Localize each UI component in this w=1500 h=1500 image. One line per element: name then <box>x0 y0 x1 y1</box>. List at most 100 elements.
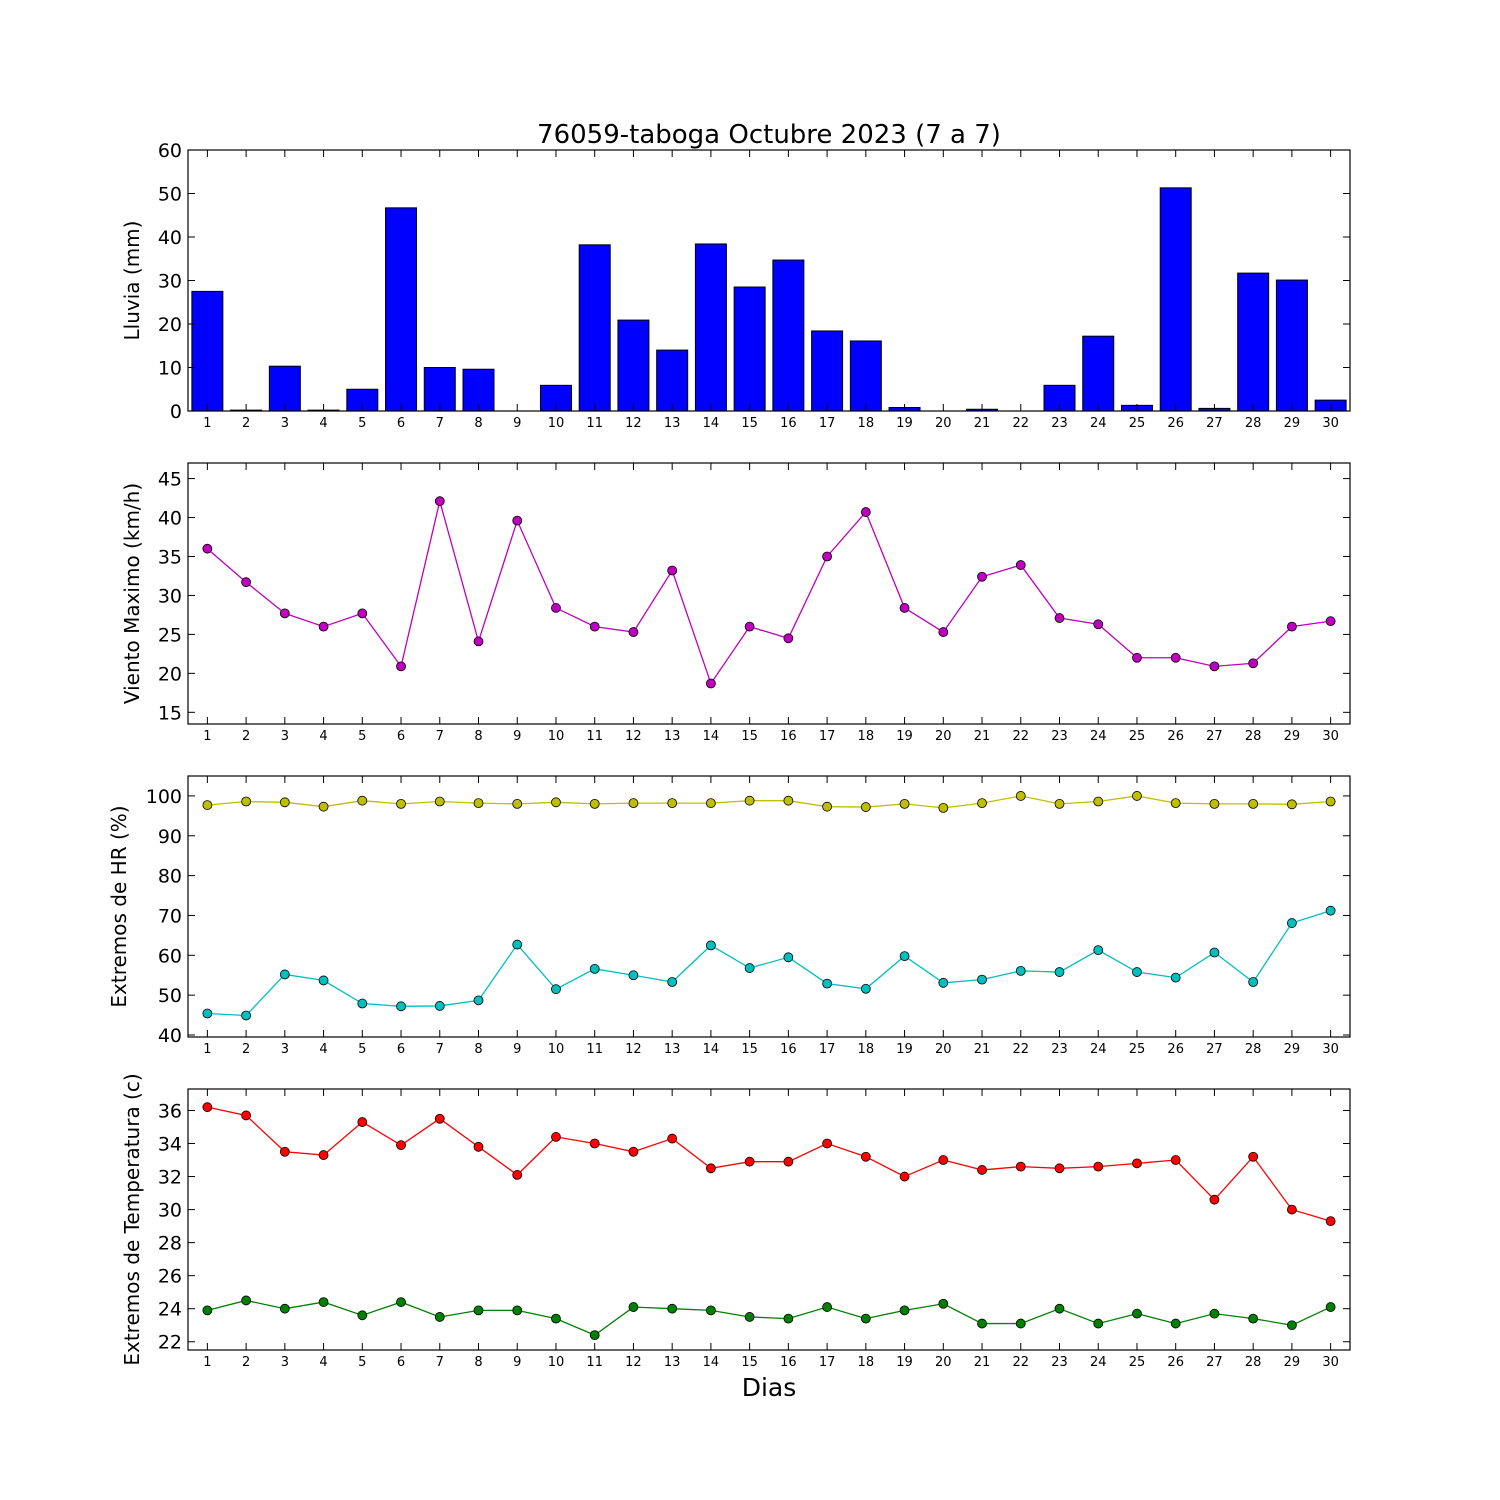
humidity-xtick-label: 11 <box>586 1042 603 1057</box>
humidity-series-0-point-day-4 <box>318 801 329 812</box>
humidity-series-1-point-day-2 <box>241 1010 252 1021</box>
wind-series-0-point-day-27 <box>1209 661 1220 672</box>
humidity-ytick-label: 100 <box>146 786 182 808</box>
rain-xtick-label: 29 <box>1284 416 1301 431</box>
rain-bar-day-13 <box>656 349 689 412</box>
temperature-series-1-point-day-30 <box>1325 1302 1336 1312</box>
humidity-series-0-point-day-24 <box>1093 796 1104 807</box>
wind-series-0-point-day-5 <box>357 608 368 619</box>
rain-bar-day-1 <box>191 290 224 412</box>
temperature-series-0-point-day-1 <box>202 1102 213 1113</box>
temperature-xtick-label: 17 <box>819 1355 836 1370</box>
rain-bar-day-18 <box>849 340 882 412</box>
temperature-xtick-label: 4 <box>319 1355 327 1370</box>
rain-xtick-label: 14 <box>703 416 720 431</box>
rain-bar-day-6 <box>385 207 418 412</box>
humidity-series-1-point-day-11 <box>589 963 600 974</box>
humidity-series-0-point-day-19 <box>899 798 910 809</box>
wind-y-axis-label: Viento Maximo (km/h) <box>120 483 144 704</box>
wind-series-0-point-day-12 <box>628 627 639 637</box>
rain-ytick-label: 30 <box>158 271 182 293</box>
wind-series-0-point-day-17 <box>822 551 832 562</box>
temperature-xtick-label: 26 <box>1167 1355 1184 1370</box>
wind-series-0-point-day-2 <box>241 577 252 588</box>
humidity-series-1-point-day-30 <box>1325 905 1336 916</box>
temperature-y-axis-label: Extremos de Temperatura (c) <box>120 1073 144 1365</box>
rain-ytick-label: 10 <box>158 358 182 380</box>
temperature-xtick-label: 28 <box>1245 1355 1262 1370</box>
humidity-series-0-point-day-18 <box>860 802 871 812</box>
humidity-series-1-point-day-9 <box>512 939 523 950</box>
temperature-series-1-point-day-29 <box>1287 1320 1297 1331</box>
wind-series-0-point-day-30 <box>1325 616 1336 627</box>
humidity-xtick-label: 12 <box>625 1042 642 1057</box>
rain-bar-day-14 <box>694 243 727 412</box>
temperature-series-0-point-day-29 <box>1287 1204 1297 1215</box>
rain-xtick-label: 7 <box>436 416 444 431</box>
rain-xtick-label: 9 <box>513 416 521 431</box>
temperature-series-0-point-day-20 <box>938 1155 949 1165</box>
rain-xtick-label: 6 <box>397 416 405 431</box>
humidity-series-1-point-day-5 <box>357 998 368 1009</box>
wind-xtick-label: 27 <box>1206 729 1223 744</box>
rain-ytick-label: 60 <box>158 140 182 162</box>
humidity-xtick-label: 27 <box>1206 1042 1223 1057</box>
temperature-series-0-point-day-18 <box>860 1151 871 1162</box>
humidity-xtick-label: 1 <box>203 1042 211 1057</box>
rain-xtick-label: 30 <box>1322 416 1339 431</box>
humidity-series-1-point-day-6 <box>396 1001 406 1012</box>
temperature-ytick-label: 30 <box>158 1200 182 1222</box>
humidity-series-1-point-day-25 <box>1132 967 1142 977</box>
humidity-series-1-point-day-22 <box>1015 965 1026 976</box>
rain-xtick-label: 3 <box>281 416 289 431</box>
wind-series-0-point-day-24 <box>1093 619 1104 630</box>
humidity-xtick-label: 7 <box>436 1042 444 1057</box>
wind-series-0-point-day-26 <box>1170 652 1181 663</box>
rain-xtick-label: 27 <box>1206 416 1223 431</box>
temperature-series-1-point-day-15 <box>744 1312 755 1322</box>
wind-xtick-label: 7 <box>436 729 444 744</box>
humidity-series-1-point-day-7 <box>434 1001 445 1011</box>
temperature-series-1-point-day-10 <box>551 1313 561 1324</box>
wind-series-0-point-day-7 <box>434 496 445 507</box>
temperature-series-0-point-day-22 <box>1015 1161 1026 1172</box>
temperature-xtick-label: 30 <box>1322 1355 1339 1370</box>
humidity-series-0-point-day-25 <box>1132 791 1142 801</box>
temperature-series-1-point-day-4 <box>318 1297 329 1307</box>
humidity-xtick-label: 14 <box>703 1042 720 1057</box>
wind-series-0-point-day-8 <box>473 636 484 647</box>
humidity-xtick-label: 23 <box>1051 1042 1068 1057</box>
temperature-series-0-point-day-26 <box>1170 1155 1181 1165</box>
temperature-ytick-label: 28 <box>158 1233 182 1255</box>
temperature-series-1-point-day-24 <box>1093 1318 1104 1329</box>
temperature-xtick-label: 20 <box>935 1355 952 1370</box>
rain-bar-day-24 <box>1082 335 1115 412</box>
humidity-series-1-point-day-24 <box>1093 945 1104 956</box>
temperature-xtick-label: 10 <box>548 1355 565 1370</box>
temperature-series-1-point-day-20 <box>938 1298 949 1309</box>
temperature-series-0-point-day-21 <box>977 1165 987 1175</box>
temperature-axes-frame <box>187 1088 1351 1351</box>
temperature-series-0-point-day-23 <box>1054 1163 1065 1174</box>
humidity-series-1-point-day-21 <box>977 974 987 985</box>
rain-xtick-label: 25 <box>1129 416 1146 431</box>
temperature-series-1-point-day-26 <box>1170 1318 1181 1329</box>
wind-xtick-label: 1 <box>203 729 211 744</box>
rain-bar-day-7 <box>423 367 456 412</box>
temperature-series-1-point-day-2 <box>241 1295 252 1306</box>
wind-ytick-label: 15 <box>158 702 182 724</box>
wind-xtick-label: 26 <box>1167 729 1184 744</box>
temperature-series-0-point-day-13 <box>667 1133 678 1144</box>
humidity-series-0-point-day-23 <box>1054 798 1065 809</box>
humidity-series-1-point-day-26 <box>1170 972 1181 983</box>
humidity-series-0-point-day-16 <box>783 795 794 806</box>
temperature-ytick-label: 26 <box>158 1266 182 1288</box>
humidity-ytick-label: 90 <box>158 826 182 848</box>
temperature-xtick-label: 2 <box>242 1355 250 1370</box>
rain-xtick-label: 22 <box>1012 416 1029 431</box>
rain-bar-day-29 <box>1275 279 1308 412</box>
humidity-xtick-label: 26 <box>1167 1042 1184 1057</box>
temperature-series-0-point-day-10 <box>551 1132 561 1142</box>
humidity-ytick-label: 80 <box>158 866 182 888</box>
rain-xtick-label: 28 <box>1245 416 1262 431</box>
